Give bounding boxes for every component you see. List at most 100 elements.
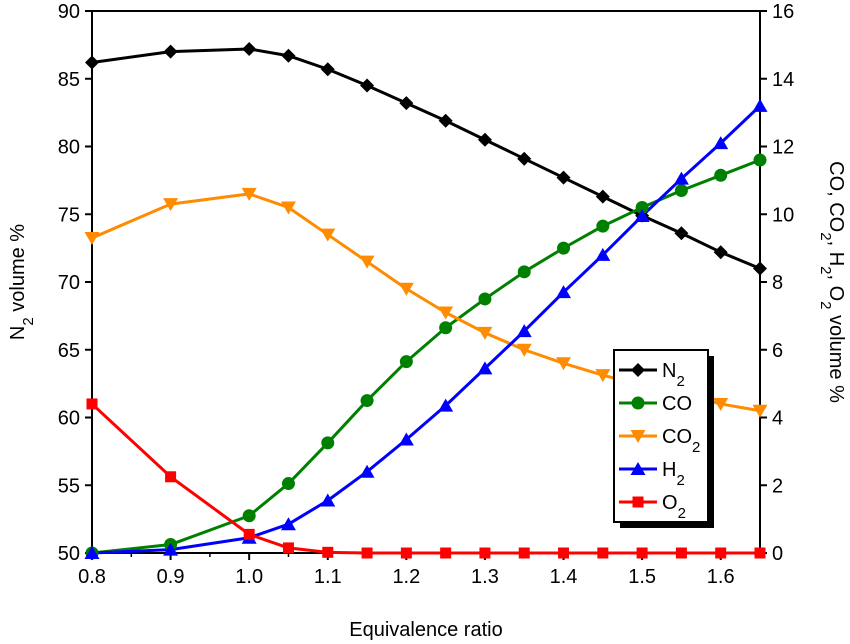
legend-entry-n2: N2: [662, 360, 685, 390]
legend-marker-co: [631, 396, 645, 410]
data-point-h2: [556, 285, 572, 299]
data-point-co: [360, 394, 374, 408]
y-right-tick-label: 8: [772, 272, 783, 294]
y-right-title-text: CO, CO: [825, 161, 847, 232]
data-point-co2: [84, 231, 100, 245]
data-point-co: [478, 292, 492, 306]
y-right-title-text: , O: [825, 274, 847, 301]
data-point-o2: [715, 547, 727, 559]
x-axis-title: Equivalence ratio: [349, 619, 502, 641]
data-point-co: [714, 168, 728, 182]
y-left-axis-title: N2 volume %: [7, 224, 37, 340]
data-point-o2: [479, 547, 491, 559]
legend-label-subscript: 2: [678, 505, 686, 522]
data-point-co2: [752, 404, 768, 418]
x-tick-label: 1.5: [628, 566, 656, 588]
data-point-h2: [84, 546, 100, 559]
data-point-n2: [753, 261, 767, 276]
y-right-tick-label: 12: [772, 137, 794, 159]
data-point-o2: [282, 542, 294, 554]
x-tick-label: 1.4: [550, 566, 578, 588]
x-tick-label: 0.9: [157, 566, 185, 588]
data-point-n2: [242, 41, 257, 56]
data-point-n2: [399, 96, 414, 111]
y-left-tick-label: 55: [58, 475, 80, 497]
data-point-co: [281, 477, 295, 491]
data-point-h2: [280, 517, 296, 531]
data-point-co: [753, 153, 767, 167]
data-point-n2: [517, 151, 532, 166]
data-point-o2: [675, 547, 687, 559]
y-right-title-subscript: 2: [818, 266, 835, 274]
data-point-h2: [752, 98, 768, 112]
data-point-h2: [713, 136, 729, 150]
data-point-co2: [438, 306, 454, 320]
data-point-o2: [400, 547, 412, 559]
x-tick-label: 1.0: [235, 566, 263, 588]
data-point-n2: [85, 55, 99, 70]
y-left-tick-label: 75: [58, 204, 80, 226]
y-right-tick-label: 6: [772, 340, 783, 362]
data-point-n2: [674, 226, 689, 241]
legend-label: CO: [662, 426, 692, 448]
data-point-co: [242, 509, 256, 523]
data-point-h2: [398, 432, 414, 446]
data-point-o2: [440, 547, 452, 559]
data-point-co2: [280, 201, 296, 215]
legend-label-subscript: 2: [692, 439, 700, 456]
y-right-title-text: , H: [825, 241, 847, 267]
data-point-co2: [477, 326, 493, 340]
y-left-title-text: N: [7, 326, 29, 340]
data-point-h2: [516, 324, 532, 338]
data-point-n2: [320, 62, 335, 77]
x-tick-label: 1.6: [707, 566, 735, 588]
data-point-n2: [281, 48, 296, 63]
data-point-co2: [713, 397, 729, 411]
data-point-h2: [673, 171, 689, 185]
legend-label: H: [662, 459, 676, 481]
data-point-co2: [516, 343, 532, 357]
y-left-tick-label: 65: [58, 340, 80, 362]
legend-marker-o2: [632, 496, 644, 508]
data-point-o2: [754, 547, 766, 559]
data-point-o2: [322, 546, 334, 558]
x-tick-label: 1.2: [392, 566, 420, 588]
y-left-title-subscript: 2: [20, 317, 37, 325]
y-right-tick-label: 4: [772, 408, 783, 430]
data-point-co2: [359, 255, 375, 269]
y-right-axis-title: CO, CO2, H2, O2 volume %: [818, 161, 848, 403]
series-line-o2: [90, 402, 760, 555]
data-point-o2: [558, 547, 570, 559]
data-point-n2: [713, 245, 728, 260]
data-point-co: [517, 265, 531, 279]
data-point-o2: [597, 547, 609, 559]
y-left-tick-label: 80: [58, 137, 80, 159]
legend-label: CO: [662, 393, 692, 415]
data-point-co: [557, 241, 571, 255]
legend-label: N: [662, 360, 676, 382]
y-left-tick-label: 70: [58, 272, 80, 294]
data-point-co: [635, 200, 649, 214]
data-point-o2: [518, 547, 530, 559]
y-left-tick-label: 60: [58, 408, 80, 430]
legend-entry-o2: O2: [662, 492, 686, 522]
data-point-h2: [477, 361, 493, 375]
y-right-tick-label: 2: [772, 475, 783, 497]
data-point-h2: [438, 398, 454, 412]
y-right-title-subscript: 2: [818, 301, 835, 309]
data-point-o2: [636, 547, 648, 559]
legend-label-subscript: 2: [676, 472, 684, 489]
y-right-title-text: volume %: [825, 310, 847, 404]
series-line-h2: [91, 104, 762, 555]
y-right-title-subscript: 2: [818, 232, 835, 240]
data-point-co: [321, 436, 335, 450]
data-point-h2: [634, 208, 650, 222]
x-tick-label: 1.1: [314, 566, 342, 588]
data-point-co: [439, 321, 453, 335]
data-point-n2: [360, 78, 375, 93]
data-point-co2: [320, 228, 336, 242]
data-point-co: [596, 219, 610, 233]
y-right-tick-label: 16: [772, 1, 794, 23]
